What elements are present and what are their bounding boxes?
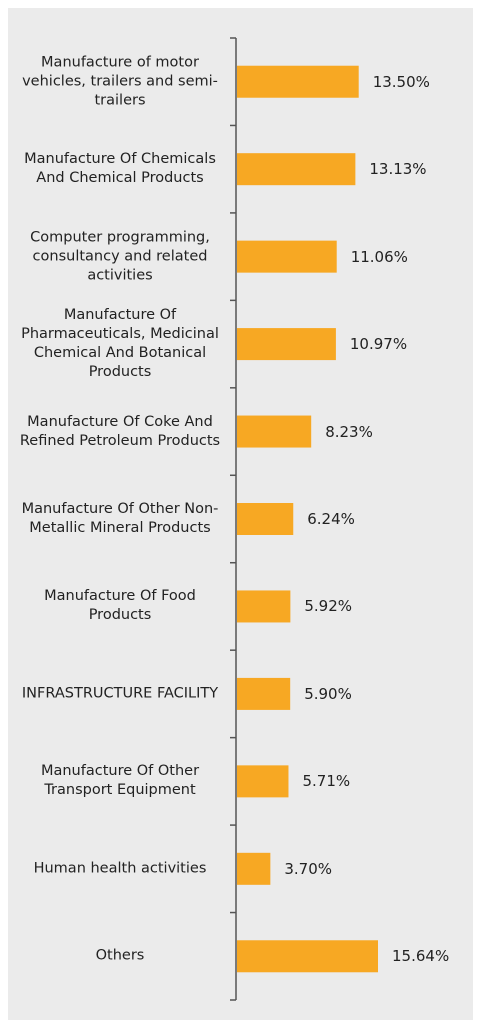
bar [237,940,378,973]
category-label: Manufacture Of Coke And Refined Petroleu… [19,413,221,449]
value-label: 13.13% [369,160,427,179]
value-label: 5.71% [302,772,351,791]
category-label: Manufacture Of Other Transport Equipment [40,763,200,799]
category-label: Manufacture Of Food Products [44,588,196,624]
value-label: 8.23% [325,422,373,441]
value-label: 10.97% [349,335,408,354]
value-label: 11.06% [350,247,408,266]
value-label: 5.90% [304,684,352,703]
bar [237,328,336,361]
category-label: Others [95,947,145,964]
category-label: INFRASTRUCTURE FACILITY [21,685,219,702]
bar [237,765,289,798]
chart [230,37,378,1001]
bar [237,503,294,535]
bar [237,415,312,448]
category-label: Human health activities [33,860,207,877]
category-label: Manufacture Of Other Non-Metallic Minera… [21,501,219,536]
bar [237,153,356,186]
value-label: 13.50% [372,72,430,91]
bar [237,852,271,885]
category-label: Manufacture of motor vehicles, trailers … [22,54,218,109]
bar [237,590,291,623]
bar [237,65,359,98]
value-label: 15.64% [392,947,450,966]
bar [237,677,291,710]
category-label: Computer programming, consultancy and re… [30,229,210,284]
category-label: Manufacture Of Chemicals And Chemical Pr… [24,151,216,187]
value-label: 6.24% [307,510,355,528]
bar [237,240,337,273]
value-label: 3.70% [284,859,332,878]
value-label: 5.92% [304,597,353,616]
category-label: Manufacture Of Pharmaceuticals, Medicina… [21,307,219,381]
chart-panel: Manufacture of motor vehicles, trailers … [8,8,473,1020]
